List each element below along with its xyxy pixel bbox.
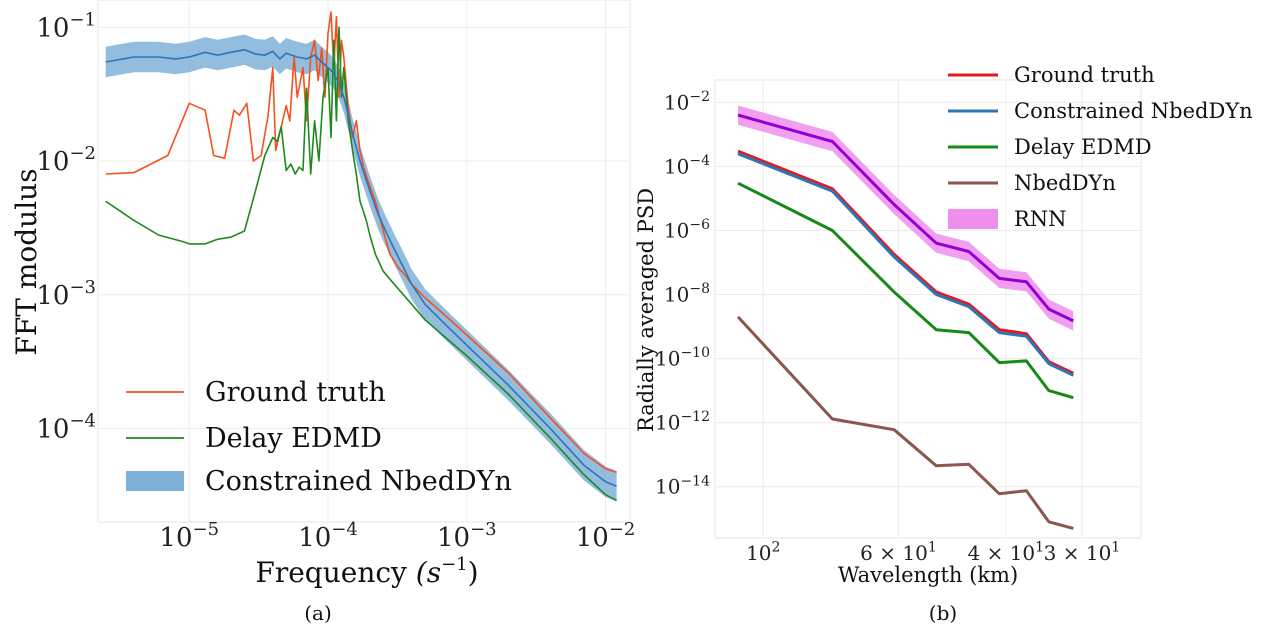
lines-a (105, 11, 617, 502)
y-tick-label-b: 10−6 (664, 217, 710, 242)
legend-swatch-a (126, 471, 184, 491)
grid-b (715, 80, 1141, 538)
grid-a (98, 0, 630, 522)
line-constrained-nbeddyn-a (105, 48, 617, 488)
y-tick-label-b: 10−14 (655, 473, 710, 498)
x-tick-label-a: 10−2 (576, 519, 636, 553)
x-ticks-a: 10−5 10−4 10−3 10−2 (159, 519, 635, 553)
y-tick-label-a: 10−3 (36, 277, 96, 311)
line-delay-edmd-b (737, 181, 1074, 400)
y-axis-label-a: FFT modulus (10, 168, 43, 355)
y-tick-label-a: 10−2 (36, 143, 96, 177)
y-tick-label-b: 10−4 (664, 153, 710, 178)
x-tick-label-a: 10−4 (298, 519, 358, 553)
x-tick-label-b: 102 (746, 540, 780, 565)
x-tick-label-b: 4 × 101 (968, 540, 1045, 565)
legend-b: Ground truth Constrained NbedDYn Delay EDM… (948, 63, 1253, 231)
plot-frame-b (714, 79, 1142, 539)
x-tick-label-a: 10−5 (159, 519, 219, 553)
y-ticks-a: 10−4 10−3 10−2 10−1 (36, 9, 96, 444)
legend-a: Ground truth Delay EDMD Constrained NbedDY… (126, 377, 512, 497)
panel-b: 102 6 × 101 4 × 101 3 × 101 10−14 10−12 10−10… (634, 63, 1253, 625)
x-tick-label-b: 3 × 101 (1044, 540, 1121, 565)
line-constrained-nbeddyn-b (737, 152, 1074, 377)
band-rnn-b (738, 105, 1074, 331)
y-axis-label-b: Radially averaged PSD (634, 188, 658, 432)
y-tick-label-a: 10−1 (36, 9, 96, 43)
x-tick-label-a: 10−3 (437, 519, 497, 553)
line-nbeddyn-b (736, 315, 1074, 530)
panel-a: 10−5 10−4 10−3 10−2 10−4 10−3 10−2 10−1 Freque… (10, 0, 635, 625)
y-tick-label-b: 10−10 (655, 345, 710, 370)
legend-label-a: Ground truth (205, 377, 386, 408)
legend-label-b: RNN (1014, 207, 1067, 231)
y-tick-label-b: 10−2 (664, 89, 710, 114)
x-tick-label-b: 6 × 101 (860, 540, 937, 565)
line-delay-edmd-a (105, 26, 617, 502)
y-tick-label-b: 10−12 (655, 409, 710, 434)
y-tick-label-b: 10−8 (664, 281, 710, 306)
legend-swatch-b (948, 209, 998, 229)
y-tick-label-a: 10−4 (36, 411, 96, 445)
x-ticks-b: 102 6 × 101 4 × 101 3 × 101 (746, 540, 1120, 565)
y-ticks-b: 10−14 10−12 10−10 10−8 10−6 10−4 10−2 (655, 89, 710, 499)
bands-b (738, 105, 1074, 331)
x-axis-label-b: Wavelength (km) (838, 563, 1018, 587)
legend-label-b: Constrained NbedDYn (1014, 99, 1253, 123)
legend-label-b: Delay EDMD (1014, 135, 1152, 159)
x-axis-label-a: Frequency (s−1) (255, 554, 478, 589)
caption-a: (a) (304, 601, 332, 625)
lines-b (736, 113, 1074, 530)
legend-label-a: Constrained NbedDYn (205, 466, 512, 497)
legend-label-a: Delay EDMD (205, 423, 382, 454)
line-rnn-b (737, 113, 1074, 323)
legend-label-b: Ground truth (1014, 63, 1155, 87)
legend-label-b: NbedDYn (1014, 171, 1116, 195)
caption-b: (b) (929, 601, 957, 625)
plot-frame-a (97, 0, 631, 523)
